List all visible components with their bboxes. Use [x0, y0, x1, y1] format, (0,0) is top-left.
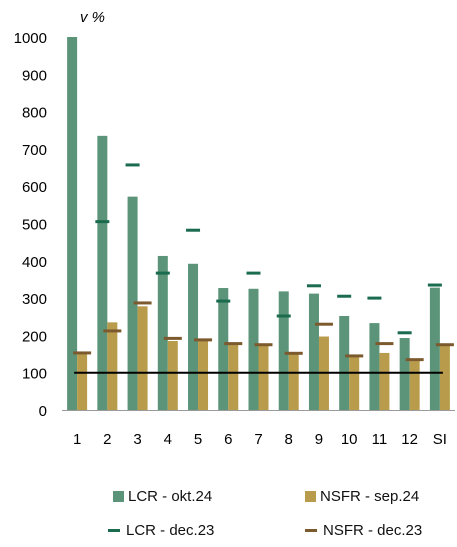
- markers: [73, 163, 454, 362]
- marker-lcr-dec23: [216, 299, 231, 303]
- y-tick-label: 1000: [14, 30, 47, 47]
- marker-nsfr-dec23: [163, 336, 182, 340]
- y-tick-label: 600: [22, 179, 47, 196]
- legend-label: LCR - okt.24: [128, 488, 213, 505]
- marker-nsfr-dec23: [194, 338, 213, 342]
- marker-nsfr-dec23: [224, 342, 243, 346]
- bar-lcr-okt24: [188, 263, 199, 410]
- bar-lcr-okt24: [339, 316, 350, 410]
- x-tick-label: 11: [372, 431, 388, 448]
- bar-lcr-okt24: [67, 37, 78, 410]
- bar-nsfr-sep24: [349, 355, 360, 410]
- bar-lcr-okt24: [97, 135, 108, 410]
- marker-nsfr-dec23: [254, 343, 273, 347]
- x-tick-label: 6: [224, 431, 232, 448]
- legend-item-nsfr-dec23: NSFR - dec.23: [305, 522, 422, 539]
- x-axis: 1 2 3 4 5 6 7 8 9 10 11 12 SI: [62, 410, 455, 448]
- legend-swatch: [305, 491, 316, 502]
- bar-nsfr-sep24: [379, 352, 390, 410]
- x-tick-label: SI: [433, 431, 447, 448]
- bars: [67, 37, 450, 410]
- bar-lcr-okt24: [157, 255, 168, 410]
- bar-nsfr-sep24: [107, 322, 118, 410]
- x-tick-label: 12: [401, 431, 418, 448]
- bar-nsfr-sep24: [258, 345, 269, 410]
- y-tick-label: 100: [22, 366, 47, 383]
- unit-label: v %: [80, 9, 106, 26]
- bar-lcr-okt24: [369, 323, 380, 410]
- y-tick-label: 700: [22, 142, 47, 159]
- marker-lcr-dec23: [427, 283, 442, 287]
- x-tick-label: 3: [133, 431, 141, 448]
- legend-item-nsfr-sep24: NSFR - sep.24: [305, 488, 419, 505]
- bar-nsfr-sep24: [77, 352, 88, 410]
- y-tick-label: 800: [22, 105, 47, 122]
- marker-lcr-dec23: [276, 314, 291, 318]
- legend-item-lcr-dec23: LCR - dec.23: [108, 522, 214, 539]
- legend: LCR - okt.24 NSFR - sep.24 LCR - dec.23 …: [0, 476, 457, 547]
- marker-nsfr-dec23: [103, 329, 122, 333]
- bar-nsfr-sep24: [228, 342, 239, 410]
- marker-nsfr-dec23: [375, 342, 394, 346]
- marker-lcr-dec23: [155, 271, 170, 275]
- x-tick-label: 9: [315, 431, 323, 448]
- x-tick-label: 10: [341, 431, 358, 448]
- x-tick-label: 7: [254, 431, 262, 448]
- marker-lcr-dec23: [95, 220, 110, 224]
- x-tick-label: 1: [73, 431, 81, 448]
- y-tick-label: 300: [22, 291, 47, 308]
- marker-lcr-dec23: [186, 228, 201, 232]
- x-tick-label: 8: [285, 431, 293, 448]
- y-tick-label: 200: [22, 328, 47, 345]
- legend-label: LCR - dec.23: [126, 522, 215, 539]
- marker-lcr-dec23: [337, 294, 352, 298]
- marker-nsfr-dec23: [284, 351, 303, 355]
- bar-lcr-okt24: [218, 288, 229, 410]
- marker-nsfr-dec23: [435, 343, 454, 347]
- marker-nsfr-dec23: [405, 358, 424, 362]
- legend-swatch: [113, 491, 124, 502]
- bar-lcr-okt24: [248, 288, 259, 410]
- bar-lcr-okt24: [399, 338, 410, 410]
- x-tick-label: 4: [164, 431, 172, 448]
- legend-label: NSFR - sep.24: [320, 488, 420, 505]
- marker-nsfr-dec23: [314, 322, 333, 326]
- y-axis: 0 100 200 300 400 500 600 700 800 900 1000: [14, 30, 47, 420]
- bar-nsfr-sep24: [439, 345, 450, 410]
- marker-lcr-dec23: [367, 296, 382, 300]
- marker-nsfr-dec23: [345, 354, 364, 358]
- marker-lcr-dec23: [306, 284, 321, 288]
- bar-nsfr-sep24: [167, 340, 178, 410]
- legend-swatch: [305, 529, 317, 532]
- bar-nsfr-sep24: [409, 358, 420, 410]
- bar-lcr-okt24: [308, 293, 319, 410]
- legend-label: NSFR - dec.23: [323, 522, 423, 539]
- legend-item-lcr-okt24: LCR - okt.24: [113, 488, 212, 505]
- y-tick-label: 500: [22, 217, 47, 234]
- x-tick-label: 2: [103, 431, 111, 448]
- x-tick-label: 5: [194, 431, 202, 448]
- marker-nsfr-dec23: [133, 301, 152, 305]
- marker-nsfr-dec23: [73, 351, 92, 355]
- y-tick-label: 400: [22, 254, 47, 271]
- bar-nsfr-sep24: [137, 306, 148, 410]
- bar-lcr-okt24: [278, 291, 289, 410]
- bar-nsfr-sep24: [198, 340, 209, 410]
- marker-lcr-dec23: [246, 271, 261, 275]
- legend-swatch: [108, 529, 120, 532]
- y-tick-label: 0: [39, 403, 47, 420]
- bar-lcr-okt24: [429, 287, 440, 410]
- marker-lcr-dec23: [397, 331, 412, 335]
- bar-nsfr-sep24: [288, 352, 299, 410]
- marker-lcr-dec23: [125, 163, 140, 167]
- y-tick-label: 900: [22, 67, 47, 84]
- bar-lcr-okt24: [127, 196, 138, 410]
